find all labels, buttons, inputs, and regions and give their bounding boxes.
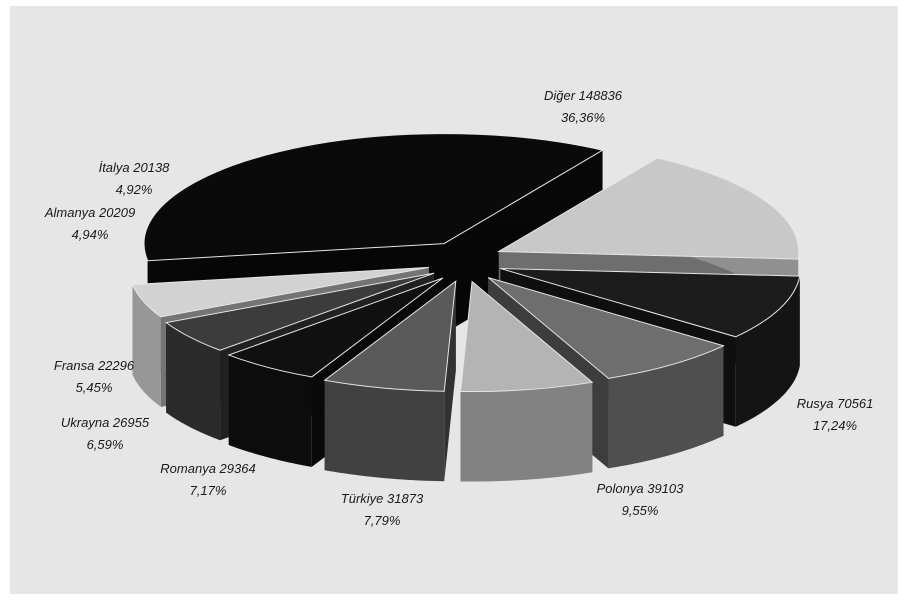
slice-percent: 7,79%	[364, 513, 401, 528]
pie-chart: Diğer 148836 36,36% Rusya 70561 17,24% Polon…	[44, 88, 873, 528]
slice-outer-wall	[166, 322, 221, 441]
slice-top	[500, 268, 801, 338]
slice-top	[487, 277, 725, 379]
slice-ukrayna	[323, 280, 457, 482]
slice-label: Fransa 22296	[54, 358, 135, 373]
slice-percent: 6,59%	[87, 437, 124, 452]
slice-outer-wall	[735, 276, 800, 427]
slice-percent: 4,94%	[72, 227, 109, 242]
slice-label: Türkiye 31873	[341, 491, 424, 506]
slice-romanya	[459, 280, 594, 482]
slice-label: Polonya 39103	[597, 481, 685, 496]
slice-labels: Diğer 148836 36,36% Rusya 70561 17,24% Polon…	[44, 88, 873, 528]
plot-area: Diğer 148836 36,36% Rusya 70561 17,24% Polon…	[10, 6, 898, 594]
slice-percent: 4,92%	[116, 182, 153, 197]
slice-top	[164, 272, 435, 351]
slice-top	[131, 266, 429, 318]
slice-sides	[131, 133, 801, 482]
slice-top	[497, 157, 800, 260]
slice-label: Rusya 70561	[797, 396, 874, 411]
slice-percent: 17,24%	[813, 418, 857, 433]
slice-outer-wall	[324, 380, 445, 482]
slice-percent: 5,45%	[76, 380, 113, 395]
slice-percent: 36,36%	[561, 110, 605, 125]
slice-label: Diğer 148836	[544, 88, 623, 103]
slice-top	[143, 133, 604, 262]
slice-percent: 9,55%	[622, 503, 659, 518]
slice-outer-wall	[132, 284, 161, 407]
slice-top	[323, 280, 457, 392]
slice-label: İtalya 20138	[99, 160, 171, 175]
slice-top	[227, 277, 444, 378]
slice-outer-wall	[228, 355, 312, 467]
slice-label: Ukrayna 26955	[61, 415, 150, 430]
slice-label: Romanya 29364	[160, 461, 255, 476]
slice-outer-wall	[460, 382, 593, 482]
slice-top	[459, 280, 594, 393]
slice-outer-wall	[608, 345, 724, 469]
slice-percent: 7,17%	[190, 483, 227, 498]
slice-label: Almanya 20209	[44, 205, 135, 220]
